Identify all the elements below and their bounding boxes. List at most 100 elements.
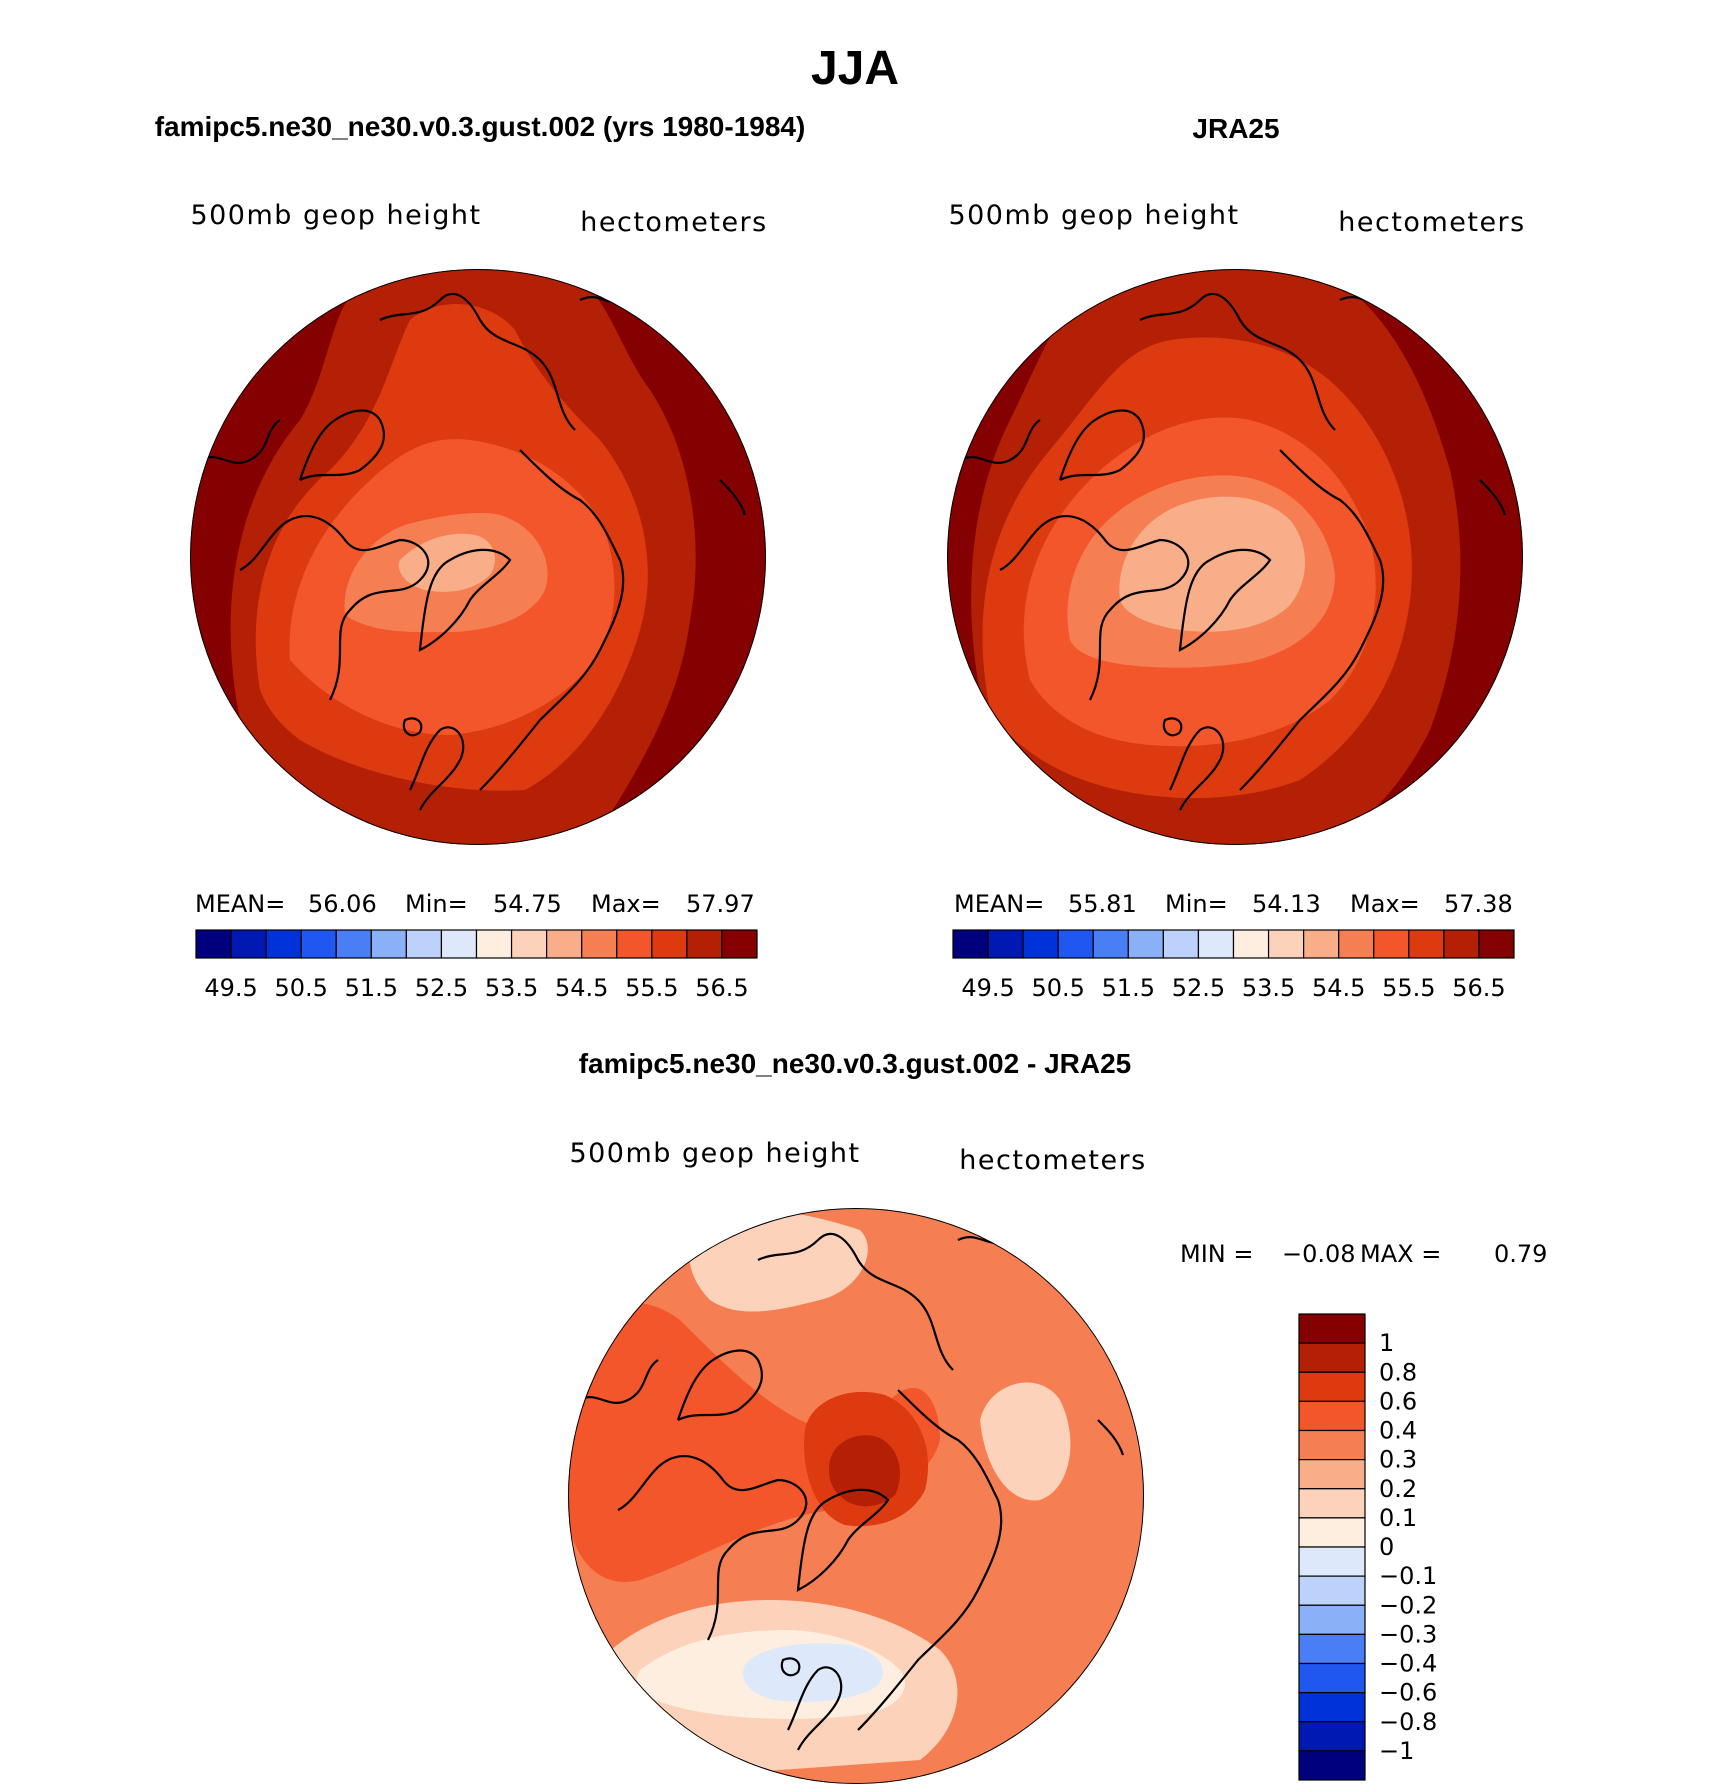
colorbar-box	[440, 929, 478, 959]
colorbar-box	[1298, 1750, 1366, 1781]
units-label-model: hectometers	[580, 207, 767, 238]
stat-mean-value-model: 56.06	[308, 890, 377, 918]
field-label-obs: 500mb geop height	[948, 200, 1239, 231]
stat-max-label-model: Max=	[591, 890, 661, 918]
colorbar-box	[1298, 1575, 1366, 1606]
stat-mean-label-model: MEAN=	[195, 890, 285, 918]
polar-map-diff	[568, 1208, 1144, 1784]
figure-title: JJA	[811, 42, 899, 95]
polar-map-obs	[947, 269, 1523, 845]
colorbar-box	[616, 929, 653, 959]
colorbar-box	[230, 929, 267, 959]
colorbar-ticks-diff: 10.80.60.40.30.20.10−0.1−0.2−0.3−0.4−0.6…	[1379, 1329, 1437, 1765]
colorbar-ticks-obs: 49.5 50.5 51.5 52.5 53.5 54.5 55.5 56.5	[961, 974, 1505, 1002]
stat-max-value-obs: 57.38	[1444, 890, 1513, 918]
colorbar-box	[546, 929, 583, 959]
coastlines-obs	[959, 269, 1507, 811]
stat-max-value-model: 57.97	[686, 890, 755, 918]
colorbar-tick-label: −1	[1379, 1737, 1414, 1765]
colorbar-box	[651, 929, 688, 959]
stat-min-value-model: 54.75	[493, 890, 562, 918]
colorbar-box	[686, 929, 723, 959]
colorbar-box	[987, 929, 1024, 959]
contour-level-0.8-center	[828, 1435, 900, 1507]
colorbar-box	[1232, 929, 1270, 959]
colorbar-box	[1022, 929, 1059, 959]
colorbar-tick-label: 0.4	[1379, 1417, 1417, 1445]
colorbar-tick-label: 0	[1379, 1533, 1394, 1561]
colorbar-box	[1373, 929, 1410, 959]
colorbar-box	[1298, 1400, 1366, 1432]
colorbar-tick-label: 53.5	[485, 974, 538, 1002]
colorbar-tick-label: −0.2	[1379, 1591, 1437, 1619]
colorbar-tick-label: 52.5	[415, 974, 468, 1002]
colorbar-box	[1298, 1546, 1366, 1577]
colorbar-box	[1298, 1313, 1366, 1344]
colorbar-box	[721, 929, 758, 959]
panel-diff: famipc5.ne30_ne30.v0.3.gust.002 - JRA25 …	[568, 1048, 1547, 1784]
panel-model: famipc5.ne30_ne30.v0.3.gust.002 (yrs 198…	[155, 111, 806, 1002]
colorbar-tick-label: −0.1	[1379, 1562, 1437, 1590]
colorbar-box	[1298, 1662, 1366, 1694]
contour-level-54.0	[1119, 496, 1305, 632]
colorbar-diff	[1298, 1313, 1366, 1781]
colorbar-tick-label: 0.1	[1379, 1504, 1417, 1532]
colorbar-box	[1298, 1429, 1366, 1461]
colorbar-box	[475, 929, 513, 959]
colorbar-tick-label: 55.5	[1382, 974, 1435, 1002]
colorbar-tick-label: 0.3	[1379, 1446, 1417, 1474]
stat-min-label-model: Min=	[405, 890, 468, 918]
colorbar-tick-label: 49.5	[204, 974, 257, 1002]
units-label-obs: hectometers	[1338, 207, 1525, 238]
stat-max-value-diff: 0.79	[1494, 1240, 1547, 1268]
panel-header-model: famipc5.ne30_ne30.v0.3.gust.002 (yrs 198…	[155, 111, 806, 142]
stat-min-value-diff: −0.08	[1282, 1240, 1356, 1268]
colorbar-box	[1298, 1517, 1366, 1548]
colorbar-box	[1057, 929, 1094, 959]
colorbar-box	[1338, 929, 1375, 959]
colorbar-tick-label: 54.5	[555, 974, 608, 1002]
field-label-model: 500mb geop height	[190, 200, 481, 231]
units-label-diff: hectometers	[959, 1145, 1146, 1176]
polar-map-model	[190, 269, 766, 845]
stat-min-label-diff: MIN =	[1180, 1240, 1253, 1268]
colorbar-box	[1127, 929, 1164, 959]
field-label-diff: 500mb geop height	[569, 1138, 860, 1169]
stat-min-label-obs: Min=	[1165, 890, 1228, 918]
colorbar-tick-label: 51.5	[345, 974, 398, 1002]
colorbar-tick-label: 56.5	[695, 974, 748, 1002]
colorbar-box	[1162, 929, 1200, 959]
colorbar-box	[1298, 1371, 1366, 1402]
panel-header-diff: famipc5.ne30_ne30.v0.3.gust.002 - JRA25	[579, 1048, 1132, 1079]
colorbar-box	[195, 929, 232, 959]
stat-mean-label-obs: MEAN=	[954, 890, 1044, 918]
colorbar-tick-label: −0.4	[1379, 1650, 1437, 1678]
colorbar-box	[1298, 1459, 1366, 1490]
colorbar-box	[1298, 1692, 1366, 1723]
stat-mean-value-obs: 55.81	[1068, 890, 1137, 918]
colorbar-tick-label: 52.5	[1172, 974, 1225, 1002]
colorbar-box	[1443, 929, 1480, 959]
stat-max-label-diff: MAX =	[1360, 1240, 1441, 1268]
colorbar-tick-label: 50.5	[1031, 974, 1084, 1002]
colorbar-tick-label: −0.3	[1379, 1620, 1437, 1648]
colorbar-tick-label: 55.5	[625, 974, 678, 1002]
colorbar-tick-label: 56.5	[1452, 974, 1505, 1002]
colorbar-tick-label: 0.2	[1379, 1475, 1417, 1503]
colorbar-box	[952, 929, 989, 959]
colorbar-box	[1298, 1633, 1366, 1665]
colorbar-box	[335, 929, 372, 959]
contour-level-0.2-east	[980, 1382, 1071, 1501]
coastlines-diff	[577, 1208, 1125, 1751]
colorbar-box	[1478, 929, 1515, 959]
colorbar-tick-label: −0.6	[1379, 1679, 1437, 1707]
colorbar-tick-label: 0.8	[1379, 1358, 1417, 1386]
colorbar-box	[510, 929, 548, 959]
colorbar-box	[1298, 1342, 1366, 1373]
colorbar-tick-label: 51.5	[1102, 974, 1155, 1002]
colorbar-box	[370, 929, 407, 959]
colorbar-box	[1298, 1488, 1366, 1519]
colorbar-box	[405, 929, 443, 959]
colorbar-obs	[952, 929, 1515, 959]
